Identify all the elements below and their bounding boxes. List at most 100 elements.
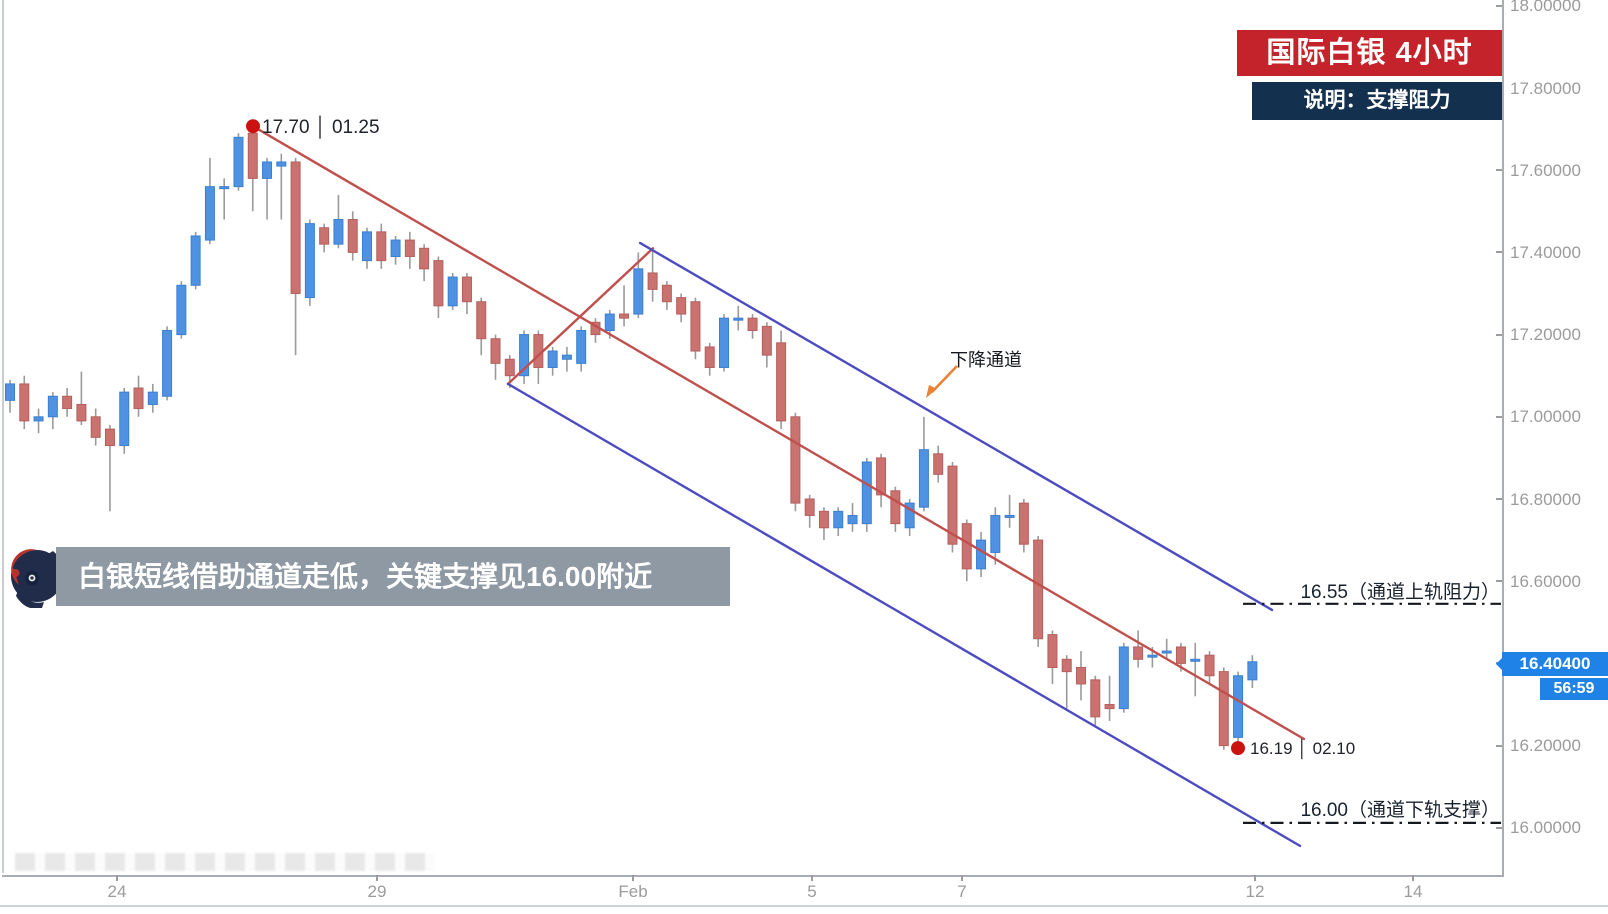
candle-body — [1233, 675, 1244, 738]
price-axis-line — [1502, 0, 1504, 875]
candle-body — [162, 329, 173, 397]
median-descending-trendline — [251, 125, 1306, 741]
candle-body — [1118, 646, 1129, 710]
candle-body — [147, 391, 158, 405]
price-axis-tick — [1496, 498, 1502, 500]
candle-body — [676, 297, 687, 315]
candle-body — [976, 539, 987, 570]
candle-body — [876, 457, 887, 496]
candle-body — [119, 391, 130, 447]
time-axis-label: 14 — [1403, 882, 1423, 901]
price-axis-tick — [1496, 169, 1502, 172]
low-price-annotation: 16.19 │ 02.10 — [1250, 739, 1356, 758]
time-axis-tick — [1254, 875, 1256, 881]
candle-body — [861, 461, 872, 525]
price-axis-label: 16.60000 — [1510, 571, 1581, 591]
candle-body — [847, 514, 858, 525]
candle-body — [519, 334, 530, 377]
time-axis-label: 7 — [957, 882, 967, 901]
price-axis-label: 17.00000 — [1510, 407, 1581, 427]
candle-body — [347, 219, 358, 253]
analyst-message-box: 白银短线借助通道走低，关键支撑见16.00附近 — [56, 547, 730, 606]
candle-body — [733, 317, 744, 321]
candle-body — [5, 383, 15, 401]
time-axis-tick — [376, 875, 378, 881]
candle-body — [1247, 661, 1258, 681]
candle-body — [404, 239, 415, 258]
time-axis-label: 24 — [107, 882, 127, 901]
channel-lower-support-label: 16.00（通道下轨支撑） — [1300, 800, 1500, 821]
channel-upper-resistance-label: 16.55（通道上轨阻力） — [1300, 582, 1500, 603]
subtitle-banner: 说明：支撑阻力 — [1252, 82, 1502, 120]
price-axis-label: 16.00000 — [1510, 818, 1581, 838]
candle-body — [33, 416, 44, 422]
candle-body — [619, 313, 630, 319]
time-axis-tick — [116, 875, 118, 881]
time-axis-line — [2, 875, 1504, 877]
time-axis-tick — [811, 875, 813, 881]
headphone-head-icon — [11, 549, 64, 609]
candle-countdown-timer: 56:59 — [1540, 678, 1608, 700]
candle-body — [290, 161, 301, 294]
candle-body — [1004, 514, 1015, 518]
candle-body — [1047, 634, 1058, 669]
price-axis-label: 17.80000 — [1510, 78, 1581, 98]
price-axis-tick — [1496, 4, 1502, 7]
candle-body — [447, 276, 458, 307]
candle-body — [933, 453, 944, 475]
candle-body — [918, 449, 929, 508]
price-axis-label: 17.40000 — [1510, 242, 1581, 262]
channel-upper-line — [638, 241, 1274, 612]
price-axis-tick — [1496, 580, 1502, 583]
candle-body — [633, 268, 644, 315]
watermark — [15, 853, 435, 871]
time-axis-tick — [632, 875, 634, 881]
candle-body — [761, 325, 772, 356]
candle-body — [461, 276, 472, 303]
low-dot — [1231, 741, 1245, 756]
price-axis-tick — [1496, 415, 1502, 418]
price-axis-tick — [1496, 251, 1502, 254]
candle-body — [1147, 654, 1158, 658]
window-bottom-border — [0, 905, 1608, 907]
price-axis-tick — [1496, 333, 1502, 336]
pennant-rising-line — [506, 247, 655, 386]
price-axis-tick — [1496, 744, 1502, 747]
candle-body — [561, 354, 572, 360]
candle-body — [1033, 539, 1044, 640]
peak-price-annotation: 17.70 │ 01.25 — [262, 117, 380, 138]
instrument-title-banner: 国际白银 4小时 — [1237, 30, 1502, 76]
price-axis-label: 17.20000 — [1510, 325, 1581, 345]
candle-body — [433, 260, 444, 307]
descending-channel-label: 下降通道 — [950, 350, 1022, 370]
candle-body — [1190, 658, 1201, 662]
candle-body — [776, 342, 787, 422]
candle-body — [247, 132, 258, 179]
price-axis-label: 17.60000 — [1510, 160, 1581, 180]
candle-body — [333, 219, 344, 245]
time-axis-label: Feb — [618, 882, 648, 901]
candle-body — [604, 313, 615, 331]
candle-body — [1104, 704, 1115, 710]
price-axis-label: 16.20000 — [1510, 736, 1581, 756]
candle-body — [1018, 502, 1029, 545]
peak-dot — [246, 119, 260, 134]
price-axis-label: 18.00000 — [1510, 0, 1581, 16]
candle-body — [304, 223, 315, 299]
candle-body — [747, 317, 758, 331]
candle-body — [276, 161, 287, 167]
time-axis-label: 12 — [1245, 882, 1265, 901]
candle-body — [790, 416, 801, 504]
candle-body — [219, 186, 230, 190]
candle-body — [904, 502, 915, 529]
candle-body — [833, 510, 844, 529]
candle-body — [576, 329, 587, 364]
time-axis-label: 5 — [807, 882, 817, 901]
price-axis-label: 16.80000 — [1510, 489, 1581, 509]
candle-body — [47, 395, 58, 418]
channel-arrow-shaft — [931, 365, 958, 393]
candle-body — [719, 317, 729, 368]
candle-body — [990, 514, 1001, 553]
candle-body — [419, 247, 430, 270]
